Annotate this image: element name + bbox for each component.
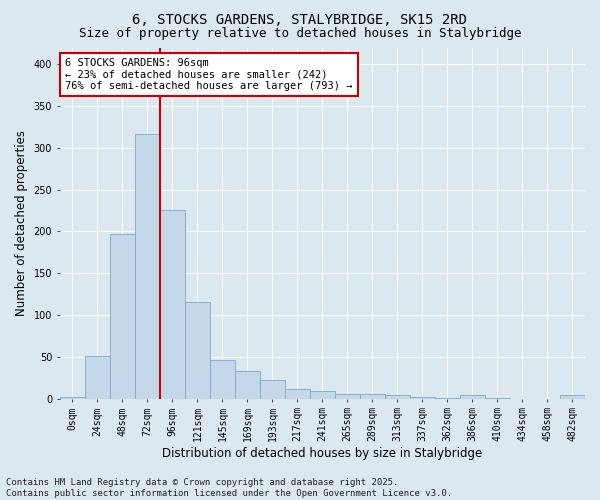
Bar [360,394,385,398]
Bar [560,395,585,398]
Bar [410,397,435,398]
Bar [135,134,160,398]
Text: Size of property relative to detached houses in Stalybridge: Size of property relative to detached ho… [79,28,521,40]
Bar [185,302,210,398]
Text: Contains HM Land Registry data © Crown copyright and database right 2025.
Contai: Contains HM Land Registry data © Crown c… [6,478,452,498]
Bar [210,360,235,399]
Bar [235,371,260,398]
Text: 6 STOCKS GARDENS: 96sqm
← 23% of detached houses are smaller (242)
76% of semi-d: 6 STOCKS GARDENS: 96sqm ← 23% of detache… [65,58,353,91]
Bar [85,356,110,399]
Y-axis label: Number of detached properties: Number of detached properties [15,130,28,316]
Bar [335,394,360,398]
Bar [110,234,135,398]
Text: 6, STOCKS GARDENS, STALYBRIDGE, SK15 2RD: 6, STOCKS GARDENS, STALYBRIDGE, SK15 2RD [133,12,467,26]
Bar [160,210,185,398]
Bar [385,395,410,398]
X-axis label: Distribution of detached houses by size in Stalybridge: Distribution of detached houses by size … [162,447,482,460]
Bar [260,380,285,398]
Bar [310,391,335,398]
Bar [460,395,485,398]
Bar [60,397,85,398]
Bar [285,388,310,398]
